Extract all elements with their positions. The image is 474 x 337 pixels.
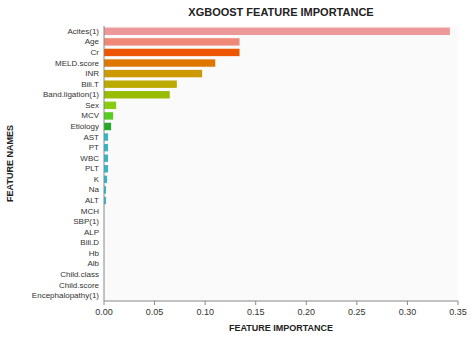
y-axis-line <box>104 26 105 301</box>
tick-mark <box>306 301 307 305</box>
x-axis-label: FEATURE IMPORTANCE <box>229 323 333 333</box>
y-axis-label: FEATURE NAMES <box>5 125 15 202</box>
category-label: Age <box>85 37 100 46</box>
category-label: Na <box>89 185 100 194</box>
title: XGBOOST FEATURE IMPORTANCE <box>188 6 373 18</box>
category-label: K <box>94 175 100 184</box>
plot-area <box>104 26 458 301</box>
category-label: Bili.D <box>80 238 99 247</box>
bar <box>104 102 116 109</box>
category-label: Sex <box>85 101 99 110</box>
bar <box>104 123 111 130</box>
bar <box>104 112 113 119</box>
category-label: SBP(1) <box>73 217 99 226</box>
bar <box>104 144 108 151</box>
tick-label: 0.35 <box>449 307 467 317</box>
category-label: Alb <box>87 259 99 268</box>
bar <box>104 80 177 87</box>
category-label: ALP <box>84 228 99 237</box>
category-label: Child.score <box>59 281 100 290</box>
bar <box>104 165 108 172</box>
tick-label: 0.15 <box>247 307 265 317</box>
tick-mark <box>458 301 459 305</box>
tick-mark <box>407 301 408 305</box>
tick-label: 0.30 <box>399 307 417 317</box>
category-label: Etiology <box>71 122 99 131</box>
x-axis: 0.00 0.05 0.10 0.15 0.20 0.25 0.30 0.35 <box>95 301 467 317</box>
category-label: MELD.score <box>55 59 100 68</box>
bar <box>104 133 108 140</box>
category-label: Band.ligation(1) <box>43 90 99 99</box>
category-label: Hb <box>89 249 100 258</box>
category-label: MCV <box>81 111 99 120</box>
y-axis: Encephalopathy(1)Child.score Child.class A… <box>32 27 100 300</box>
tick-mark <box>104 301 105 305</box>
bar <box>104 28 450 35</box>
tick-mark <box>205 301 206 305</box>
bars <box>104 28 450 205</box>
tick-label: 0.25 <box>348 307 366 317</box>
chart: 0.00 0.05 0.10 0.15 0.20 0.25 0.30 0.35 Encephal… <box>0 0 474 337</box>
bar <box>104 70 202 77</box>
category-label: Acites(1) <box>67 27 99 36</box>
category-label: MCH <box>81 207 99 216</box>
tick-mark <box>255 301 256 305</box>
category-label: ALT <box>85 196 99 205</box>
x-axis-line <box>104 301 458 302</box>
category-label: AST <box>83 133 99 142</box>
category-label: PT <box>89 143 99 152</box>
tick-mark <box>154 301 155 305</box>
bar <box>104 49 240 56</box>
tick-mark <box>356 301 357 305</box>
bar <box>104 38 240 45</box>
bar <box>104 155 108 162</box>
category-label: Bili.T <box>81 80 99 89</box>
category-label: INR <box>85 69 99 78</box>
tick-label: 0.05 <box>146 307 164 317</box>
category-label: PLT <box>85 164 99 173</box>
tick-label: 0.00 <box>95 307 113 317</box>
tick-label: 0.20 <box>298 307 316 317</box>
category-label: Cr <box>91 48 100 57</box>
category-label: Child.class <box>60 270 99 279</box>
category-label: Encephalopathy(1) <box>32 291 99 300</box>
bar <box>104 91 170 98</box>
bar <box>104 59 215 66</box>
category-label: WBC <box>80 154 99 163</box>
tick-label: 0.10 <box>196 307 214 317</box>
